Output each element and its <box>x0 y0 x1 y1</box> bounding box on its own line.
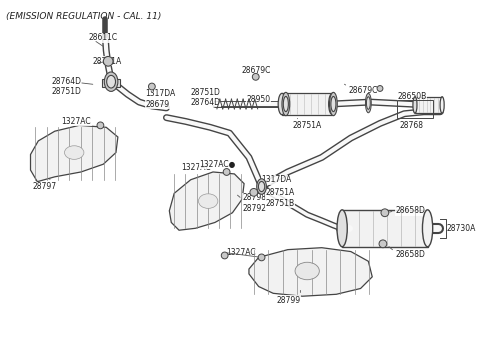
Ellipse shape <box>252 74 259 80</box>
Text: 28751A
28751B: 28751A 28751B <box>265 188 295 208</box>
Text: 28950: 28950 <box>246 95 270 104</box>
Polygon shape <box>169 172 244 230</box>
Ellipse shape <box>330 92 337 116</box>
Text: 28730A: 28730A <box>446 224 475 233</box>
FancyBboxPatch shape <box>342 210 428 247</box>
Text: 28799: 28799 <box>276 295 301 305</box>
Ellipse shape <box>377 86 383 91</box>
Text: 28798
28792: 28798 28792 <box>242 193 266 213</box>
Text: (EMISSION REGULATION - CAL. 11): (EMISSION REGULATION - CAL. 11) <box>6 12 162 21</box>
Text: 28611C: 28611C <box>89 34 118 42</box>
Bar <box>102 79 120 87</box>
Ellipse shape <box>413 97 417 113</box>
Polygon shape <box>31 126 118 182</box>
Ellipse shape <box>250 188 258 196</box>
Ellipse shape <box>103 56 113 66</box>
Text: 28658D: 28658D <box>396 250 425 259</box>
Text: 28679C: 28679C <box>241 66 270 75</box>
Ellipse shape <box>258 182 265 192</box>
Text: 1327AC: 1327AC <box>227 248 256 257</box>
Ellipse shape <box>379 240 387 248</box>
Text: 1317DA: 1317DA <box>262 175 292 184</box>
Text: 28679C: 28679C <box>349 86 378 95</box>
Ellipse shape <box>331 96 336 111</box>
Ellipse shape <box>295 262 319 280</box>
Text: 28797: 28797 <box>33 182 57 191</box>
Ellipse shape <box>64 146 84 159</box>
Bar <box>282 93 333 115</box>
Ellipse shape <box>97 122 104 129</box>
Ellipse shape <box>258 254 265 261</box>
Ellipse shape <box>278 93 286 115</box>
Ellipse shape <box>198 194 218 208</box>
Ellipse shape <box>381 209 389 216</box>
Ellipse shape <box>148 83 155 90</box>
Polygon shape <box>249 248 372 296</box>
Ellipse shape <box>337 210 347 247</box>
Text: 1327AC●: 1327AC● <box>199 160 236 169</box>
Ellipse shape <box>107 75 116 88</box>
Text: 1317DA
28679: 1317DA 28679 <box>145 90 175 109</box>
Ellipse shape <box>257 179 266 194</box>
Ellipse shape <box>282 92 290 116</box>
Bar <box>396 100 433 118</box>
Ellipse shape <box>104 72 118 91</box>
Ellipse shape <box>422 210 432 247</box>
Ellipse shape <box>366 97 370 109</box>
Bar <box>415 97 442 113</box>
Text: 28768: 28768 <box>399 121 423 130</box>
Text: 28751A: 28751A <box>293 121 322 130</box>
Ellipse shape <box>221 252 228 259</box>
Text: 28650B: 28650B <box>397 92 427 101</box>
Text: 28658D: 28658D <box>396 206 425 215</box>
Text: 1327AC: 1327AC <box>61 117 91 126</box>
Ellipse shape <box>283 96 288 111</box>
Ellipse shape <box>365 93 371 113</box>
Ellipse shape <box>440 97 444 113</box>
Ellipse shape <box>329 93 336 115</box>
Text: 1327AC: 1327AC <box>181 162 211 172</box>
Text: 28761A: 28761A <box>93 57 122 66</box>
Text: 28764D
28751D: 28764D 28751D <box>52 77 82 96</box>
Text: 28751D
28764D: 28751D 28764D <box>191 88 221 107</box>
Ellipse shape <box>223 169 230 175</box>
